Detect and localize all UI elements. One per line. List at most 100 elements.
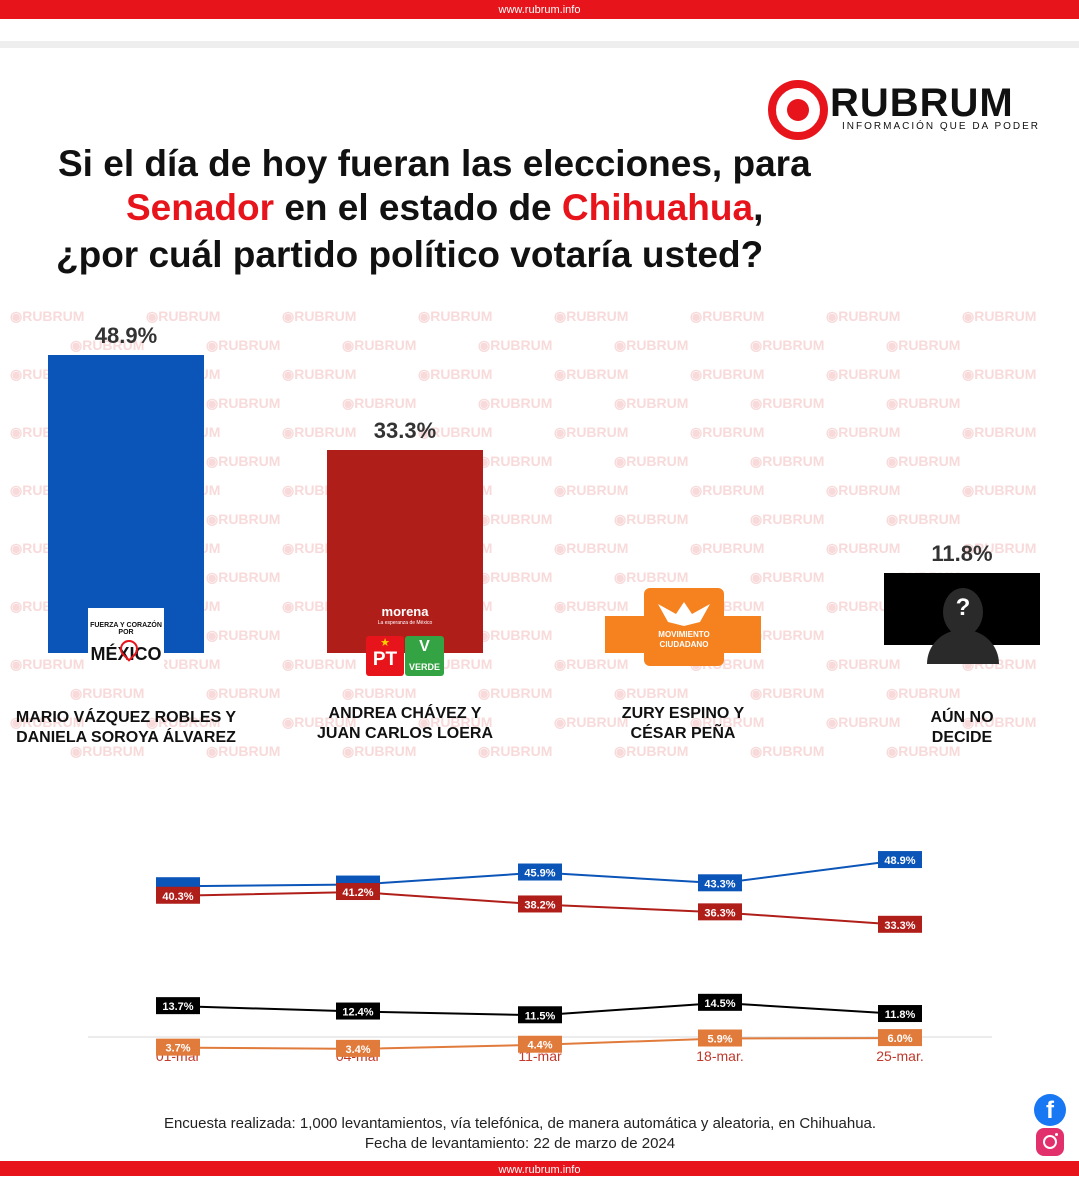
data-point-1-0 (156, 886, 200, 904)
logo-wordmark: RUBRUM (830, 81, 1014, 125)
morena-logo: morena La esperanza de México (366, 598, 444, 634)
candidate-name: AÚN NO DECIDE (822, 708, 1079, 748)
watermark-text: ◉RUBRUM (554, 656, 629, 672)
candidate-name: ZURY ESPINO Y CÉSAR PEÑA (543, 704, 823, 744)
watermark-text: ◉RUBRUM (478, 511, 553, 527)
candidate-name-line: DECIDE (931, 729, 993, 746)
facebook-icon[interactable]: f (1034, 1094, 1066, 1126)
bottom-url[interactable]: www.rubrum.info (498, 1164, 581, 1176)
data-point-3-2 (518, 1035, 562, 1053)
watermark-text: ◉RUBRUM (342, 685, 417, 701)
x-tick-label: 18-mar. (696, 1048, 743, 1064)
watermark-text: ◉RUBRUM (690, 482, 765, 498)
watermark-text: ◉RUBRUM (614, 569, 689, 585)
watermark-text: ◉RUBRUM (418, 424, 493, 440)
watermark-text: ◉RUBRUM (826, 308, 901, 324)
bar-value-label: 11.8% (931, 541, 993, 566)
mc-logo-line1: MOVIMIENTO (658, 630, 710, 639)
data-point-3-1 (336, 1039, 380, 1057)
title-highlight-chihuahua: Chihuahua (561, 187, 754, 228)
data-label: 11.5% (525, 1010, 556, 1022)
watermark-text: ◉RUBRUM (282, 308, 357, 324)
logo-ring-icon (768, 80, 828, 140)
watermark-text: ◉RUBRUM (478, 627, 553, 643)
top-url-bar: www.rubrum.info (0, 0, 1079, 19)
watermark-text: ◉RUBRUM (750, 395, 825, 411)
watermark-text: ◉RUBRUM (690, 424, 765, 440)
data-label: 6.0% (887, 1033, 912, 1045)
watermark-text: ◉RUBRUM (750, 743, 825, 759)
candidate-name-line: CÉSAR PEÑA (630, 725, 736, 742)
instagram-icon[interactable] (1036, 1128, 1064, 1156)
logo-tagline: INFORMACIÓN QUE DA PODER (842, 121, 1041, 132)
watermark-text: ◉RUBRUM (826, 656, 901, 672)
footnote-date: Fecha de levantamiento: 22 de marzo de 2… (364, 1135, 676, 1152)
watermark-text: ◉RUBRUM (886, 511, 961, 527)
watermark-text: ◉RUBRUM (614, 337, 689, 353)
watermark-text: ◉RUBRUM (886, 453, 961, 469)
data-point-2-1 (336, 1002, 380, 1020)
watermark-text: ◉RUBRUM (206, 395, 281, 411)
candidate-name-line: AÚN NO (930, 709, 994, 726)
watermark-text: ◉RUBRUM (690, 714, 765, 730)
title-line-3: ¿por cuál partido político votaría usted… (56, 234, 764, 275)
watermark-text: ◉RUBRUM (614, 453, 689, 469)
top-url[interactable]: www.rubrum.info (498, 4, 581, 16)
watermark-text: ◉RUBRUM (962, 714, 1037, 730)
morena-logo-text: morena (381, 604, 429, 619)
data-point-1-4 (878, 915, 922, 933)
watermark-text: ◉RUBRUM (962, 540, 1037, 556)
watermark-text: ◉RUBRUM (750, 337, 825, 353)
data-label: 14.5% (704, 998, 735, 1010)
watermark-text: ◉RUBRUM (750, 511, 825, 527)
watermark-text: ◉RUBRUM (614, 511, 689, 527)
fcm-logo-line1: FUERZA Y CORAZÓN POR (90, 622, 162, 636)
watermark-text: ◉RUBRUM (962, 482, 1037, 498)
watermark-text: ◉RUBRUM (206, 569, 281, 585)
watermark-text: ◉RUBRUM (886, 395, 961, 411)
data-point-3-3 (698, 1029, 742, 1047)
watermark-text: ◉RUBRUM (750, 685, 825, 701)
data-label: 5.9% (707, 1034, 732, 1046)
data-label: 3.7% (165, 1043, 190, 1055)
fuerza-corazon-mexico-logo: FUERZA Y CORAZÓN POR MÉXICO (88, 608, 164, 684)
watermark-text: ◉RUBRUM (478, 685, 553, 701)
watermark-text: ◉RUBRUM (614, 685, 689, 701)
watermark-text: ◉RUBRUM (478, 453, 553, 469)
bar-0 (48, 354, 204, 653)
watermark-text: ◉RUBRUM (750, 453, 825, 469)
trend-line-chart: 01-mar04-mar11-mar18-mar.25-mar.45.9%43.… (88, 851, 992, 1064)
watermark-text: ◉RUBRUM (554, 424, 629, 440)
watermark-text: ◉RUBRUM (690, 308, 765, 324)
data-label: 38.2% (524, 899, 555, 911)
title-line-2: Senador en el estado de Chihuahua, (126, 184, 763, 231)
watermark-text: ◉RUBRUM (962, 424, 1037, 440)
data-point-1-2 (518, 895, 562, 913)
x-tick-label: 25-mar. (876, 1048, 923, 1064)
watermark-text: ◉RUBRUM (146, 656, 221, 672)
watermark-text: ◉RUBRUM (10, 308, 85, 324)
watermark-text: ◉RUBRUM (886, 743, 961, 759)
data-point-0-2 (518, 863, 562, 881)
verde-logo-text: VERDE (408, 662, 440, 672)
watermark-text: ◉RUBRUM (826, 424, 901, 440)
title-line-2-end: , (753, 187, 764, 228)
data-label: 48.9% (884, 855, 915, 867)
eagle-icon (658, 602, 710, 626)
data-label: 4.4% (527, 1040, 552, 1052)
title-line-1: Si el día de hoy fueran las elecciones, … (58, 143, 811, 184)
data-point-0-4 (878, 851, 922, 869)
data-point-2-0 (156, 997, 200, 1015)
watermark-text: ◉RUBRUM (614, 743, 689, 759)
watermark-text: ◉RUBRUM (70, 337, 145, 353)
watermark-text: ◉RUBRUM (886, 685, 961, 701)
watermark-text: ◉RUBRUM (886, 337, 961, 353)
bar-value-label: 33.3% (373, 417, 437, 443)
watermark-text: ◉RUBRUM (146, 308, 221, 324)
watermark-text: ◉RUBRUM (282, 366, 357, 382)
data-point-3-4 (878, 1029, 922, 1047)
watermark-text: ◉RUBRUM (554, 366, 629, 382)
pt-star-icon: ★ (380, 637, 390, 649)
verde-toucan-icon: V (419, 638, 430, 655)
watermark-text: ◉RUBRUM (478, 743, 553, 759)
